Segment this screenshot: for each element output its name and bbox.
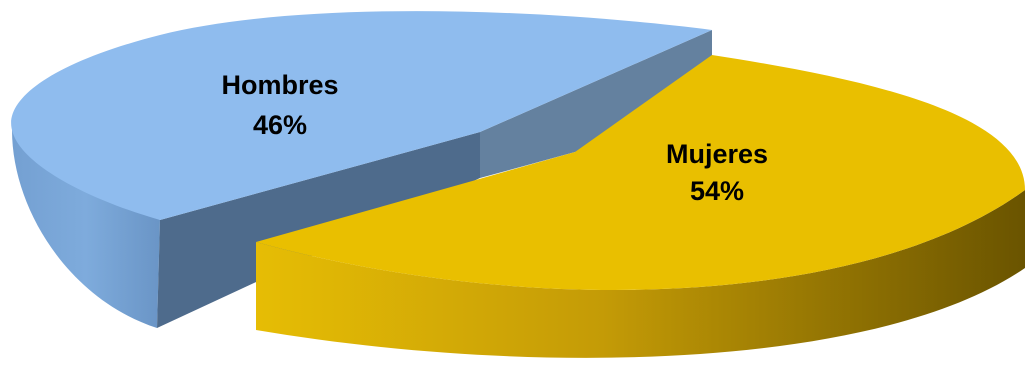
- slice-label-hombres-value: 46%: [253, 110, 307, 140]
- slice-mujeres: [256, 55, 1025, 358]
- value-labels: Hombres 46% Mujeres 54%: [221, 70, 768, 206]
- slice-label-hombres-category: Hombres: [221, 70, 338, 100]
- slice-label-mujeres-category: Mujeres: [666, 139, 768, 169]
- slice-hombres-cut-face-back: [480, 30, 712, 178]
- slice-mujeres-top: [256, 55, 1025, 290]
- slice-label-mujeres-value: 54%: [690, 176, 744, 206]
- slice-mujeres-rim: [256, 190, 1025, 358]
- slice-hombres-top: [11, 11, 713, 221]
- slice-hombres-rim: [12, 130, 160, 328]
